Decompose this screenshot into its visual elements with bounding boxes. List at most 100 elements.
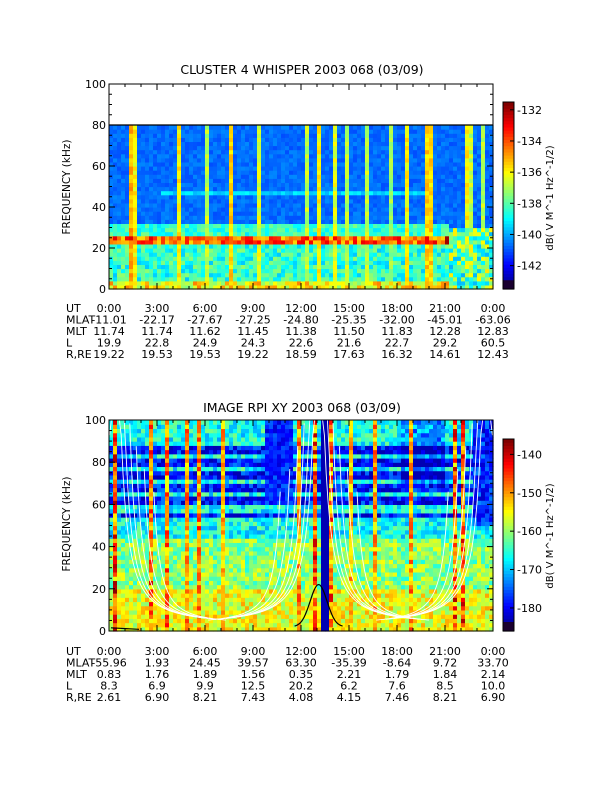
panel2-eph-row-label-0: UT xyxy=(66,645,81,658)
panel1-eph-mlt-0: 11.74 xyxy=(93,325,125,338)
panel1-eph-mlt-1: 11.74 xyxy=(141,325,173,338)
panel2-ytick-label-5: 100 xyxy=(85,414,106,427)
panel2-eph-mlt-2: 1.89 xyxy=(193,668,218,681)
panel1-eph-row-label-0: UT xyxy=(66,302,81,315)
panel1-eph-mlt-3: 11.45 xyxy=(237,325,269,338)
panel2-ytick-label-1: 20 xyxy=(92,583,106,596)
panel2-colorbar-tick-4: -180 xyxy=(517,602,542,615)
panel1-eph-ut-1: 3:00 xyxy=(145,302,170,315)
panel1-eph-r-re-2: 19.53 xyxy=(189,348,221,361)
panel1-eph-mlt-6: 11.83 xyxy=(381,325,413,338)
panel1-colorbar-frame xyxy=(502,101,515,290)
panel2-colorbar-label: dB( V M^-1 Hz^-1/2) xyxy=(545,483,556,588)
panel1-eph-row-label-1: MLAT xyxy=(66,314,96,327)
panel2-eph-r-re-4: 4.08 xyxy=(289,691,314,704)
panel1-ytick-label-1: 20 xyxy=(92,242,106,255)
panel1-eph-ut-5: 15:00 xyxy=(333,302,365,315)
panel1-eph-l-1: 22.8 xyxy=(145,337,170,350)
panel1-eph-l-0: 19.9 xyxy=(97,337,122,350)
panel1-eph-mlat-8: -63.06 xyxy=(475,314,510,327)
panel1-colorbar-tick-5: -142 xyxy=(517,260,542,273)
panel2-eph-mlt-1: 1.76 xyxy=(145,668,170,681)
panel2-eph-l-2: 9.9 xyxy=(196,680,214,693)
panel2-eph-mlt-4: 0.35 xyxy=(289,668,314,681)
panel2-eph-mlat-1: 1.93 xyxy=(145,657,170,670)
panel1-eph-l-6: 22.7 xyxy=(385,337,410,350)
panel1-eph-r-re-5: 17.63 xyxy=(333,348,365,361)
panel2-colorbar-tick-3: -170 xyxy=(517,564,542,577)
panel1-eph-mlt-5: 11.50 xyxy=(333,325,365,338)
panel2-ytick-label-3: 60 xyxy=(92,498,106,511)
panel1-colorbar-tick-3: -138 xyxy=(517,197,542,210)
panel1-eph-mlat-2: -27.67 xyxy=(187,314,222,327)
panel2-eph-ut-8: 0:00 xyxy=(481,645,506,658)
panel1-eph-ut-4: 12:00 xyxy=(285,302,317,315)
panel2-eph-row-label-3: L xyxy=(66,680,73,693)
panel1-eph-ut-3: 9:00 xyxy=(241,302,266,315)
panel2-colorbar-tick-2: -160 xyxy=(517,525,542,538)
panel2-eph-mlat-3: 39.57 xyxy=(237,657,269,670)
panel1-eph-ut-2: 6:00 xyxy=(193,302,218,315)
panel1-eph-l-8: 60.5 xyxy=(481,337,506,350)
panel1-eph-mlat-0: -11.01 xyxy=(91,314,126,327)
panel1-eph-row-label-2: MLT xyxy=(66,325,87,338)
panel1-eph-row-label-3: L xyxy=(66,337,73,350)
panel1-eph-r-re-0: 19.22 xyxy=(93,348,125,361)
panel2-eph-mlat-4: 63.30 xyxy=(285,657,317,670)
panel1-ephemeris-table: UT 0:00 3:00 6:00 9:00 12:00 15:00 18:00 21:00 0:… xyxy=(66,302,511,361)
panel1-eph-r-re-8: 12.43 xyxy=(477,348,509,361)
panel2-eph-ut-7: 21:00 xyxy=(429,645,461,658)
panel2-eph-r-re-8: 6.90 xyxy=(481,691,506,704)
panel1-y-axis-label: FREQUENCY (kHz) xyxy=(61,140,73,235)
panel1-eph-row-label-4: R,RE xyxy=(66,348,92,361)
panel2-eph-r-re-7: 8.21 xyxy=(433,691,458,704)
panel2-model-curve-2-4-l xyxy=(385,468,459,620)
panel2-eph-l-4: 20.2 xyxy=(289,680,314,693)
panel2-model-curve-2-0-r xyxy=(490,419,493,436)
panel2-model-curve-1-5-l xyxy=(208,491,281,621)
panel1-axes: 0 20 40 60 80 100 xyxy=(85,78,494,296)
panel2-axes: 0 20 40 60 80 100 xyxy=(85,414,494,638)
panel1-eph-mlt-2: 11.62 xyxy=(189,325,221,338)
panel2-eph-mlat-6: -8.64 xyxy=(383,657,411,670)
panel1-eph-mlt-8: 12.83 xyxy=(477,325,509,338)
panel2-eph-ut-0: 0:00 xyxy=(97,645,122,658)
panel2-eph-mlt-5: 2.21 xyxy=(337,668,362,681)
panel1-eph-l-3: 24.3 xyxy=(241,337,266,350)
panel2-eph-l-5: 6.2 xyxy=(340,680,358,693)
panel1-eph-l-5: 21.6 xyxy=(337,337,362,350)
panel2-eph-row-label-2: MLT xyxy=(66,668,87,681)
panel2-eph-r-re-0: 2.61 xyxy=(97,691,122,704)
panel2-model-curve-1-4-l xyxy=(217,468,291,620)
panel2-model-curves xyxy=(109,419,493,630)
panel2-model-curve-2-5-l xyxy=(376,491,449,621)
panel2-model-curve-0-4-r xyxy=(143,468,217,620)
panel2-eph-l-0: 8.3 xyxy=(100,680,118,693)
panel2-eph-mlt-7: 1.84 xyxy=(433,668,458,681)
panel2-eph-mlt-8: 2.14 xyxy=(481,668,506,681)
panel1-colorbar-tick-0: -132 xyxy=(517,104,542,117)
panel1-eph-l-7: 29.2 xyxy=(433,337,458,350)
panel2-model-curve-1-5-r xyxy=(356,491,430,621)
panel2-eph-mlt-0: 0.83 xyxy=(97,668,122,681)
panel2-eph-mlt-6: 1.79 xyxy=(385,668,410,681)
panel1-eph-mlat-6: -32.00 xyxy=(379,314,414,327)
panel1-eph-r-re-7: 14.61 xyxy=(429,348,461,361)
panel1-ytick-label-3: 60 xyxy=(92,160,106,173)
panel1-colorbar-tick-2: -136 xyxy=(517,166,542,179)
panel1-eph-ut-0: 0:00 xyxy=(97,302,122,315)
panel2-eph-mlat-8: 33.70 xyxy=(477,657,509,670)
panel2-black-curve xyxy=(294,583,343,627)
panel2-eph-mlat-5: -35.39 xyxy=(331,657,366,670)
panel2-colorbar: -140 -150 -160 -170 -180 xyxy=(502,438,542,632)
panel2-ytick-label-4: 80 xyxy=(92,456,106,469)
panel1-ytick-label-4: 80 xyxy=(92,119,106,132)
panel1-eph-mlat-3: -27.25 xyxy=(235,314,270,327)
panel2-ephemeris-table: UT 0:00 3:00 6:00 9:00 12:00 15:00 18:00 21:00 0:… xyxy=(66,645,509,704)
panel2-eph-mlat-0: -55.96 xyxy=(91,657,126,670)
panel2-eph-mlt-3: 1.56 xyxy=(241,668,266,681)
panel2-colorbar-tick-0: -140 xyxy=(517,448,542,461)
panel2-eph-ut-2: 6:00 xyxy=(193,645,218,658)
panel2-eph-ut-3: 9:00 xyxy=(241,645,266,658)
panel2-eph-mlat-2: 24.45 xyxy=(189,657,221,670)
